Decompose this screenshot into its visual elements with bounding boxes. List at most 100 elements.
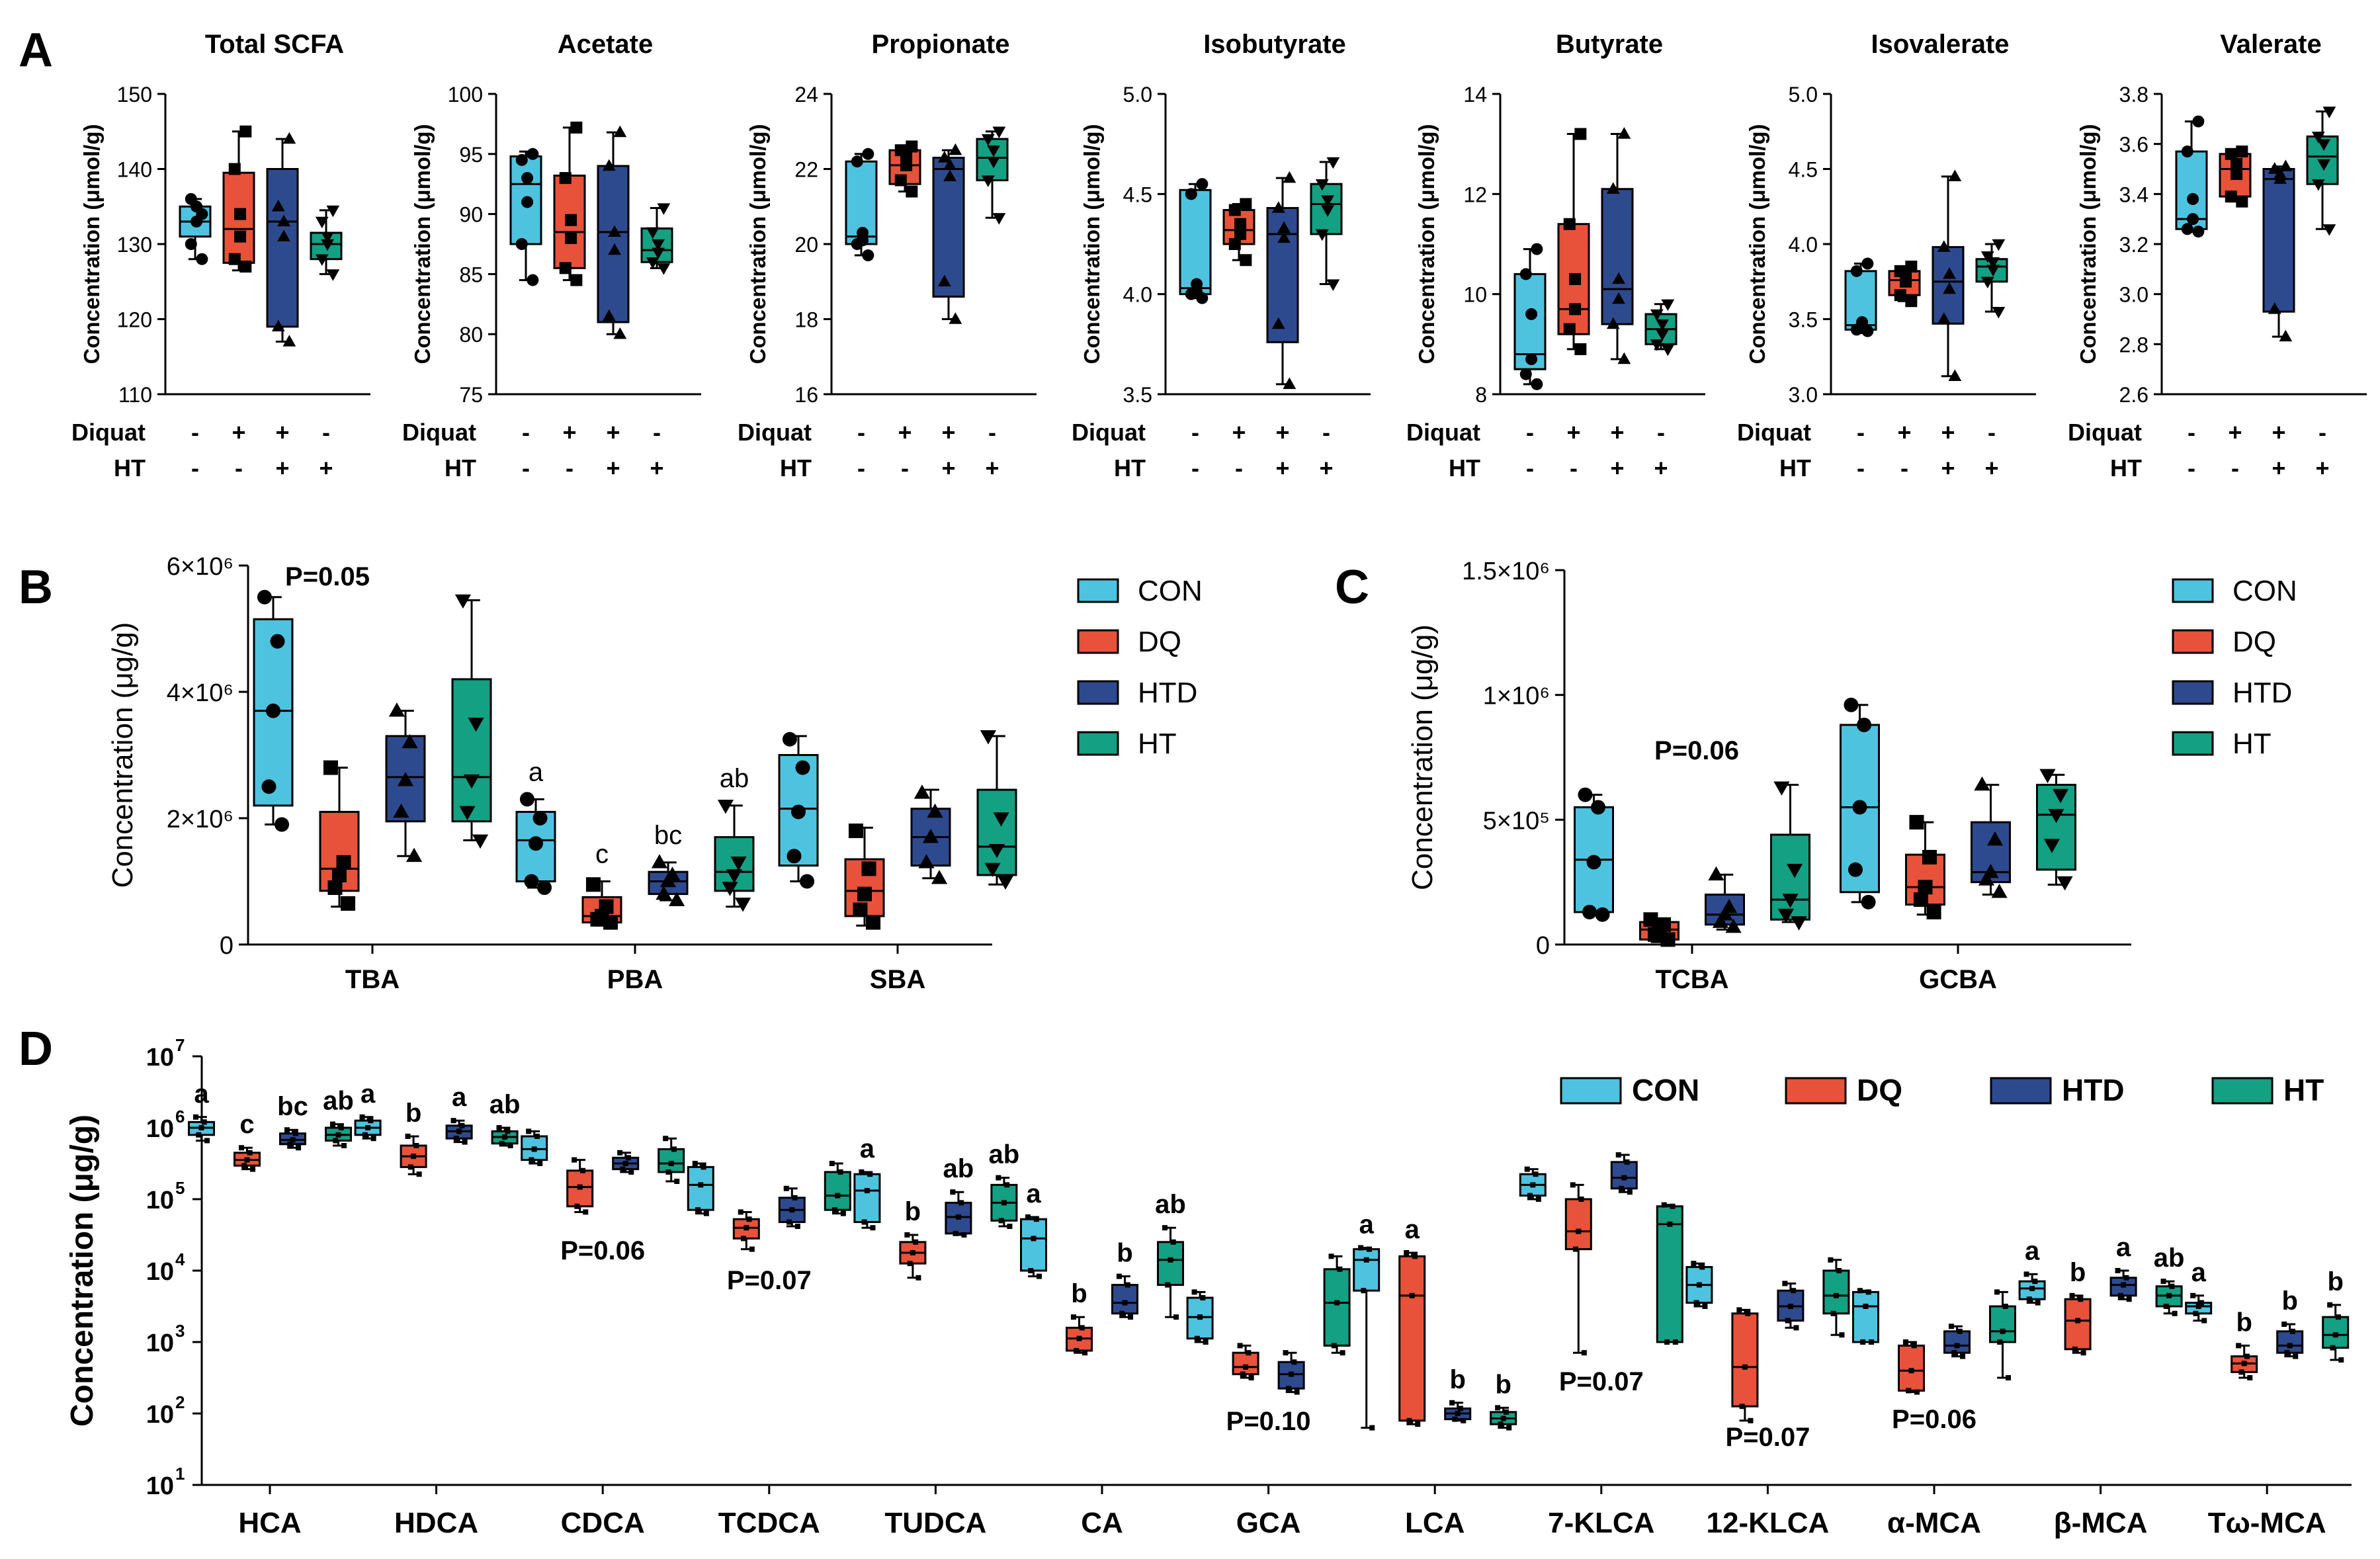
data-point: [1574, 343, 1587, 355]
data-point: [1495, 1405, 1501, 1411]
box-con: [1519, 1166, 1547, 1202]
box-htd: [2276, 1322, 2304, 1359]
data-point: [613, 125, 627, 138]
data-point: [393, 803, 409, 818]
data-point: [1196, 178, 1209, 190]
legend-swatch-con: [2172, 578, 2214, 603]
data-point: [862, 147, 874, 160]
data-point: [1986, 265, 2000, 276]
data-point: [744, 1225, 749, 1231]
legend-label-ht: HT: [2283, 1073, 2324, 1107]
y-tick-label: 10 3: [146, 1321, 185, 1357]
group-tcdca: TCDCA P=0.07: [687, 1161, 851, 1539]
data-point: [2281, 1322, 2287, 1327]
data-point: [1165, 1282, 1171, 1288]
data-point: [1531, 378, 1543, 390]
data-point: [2192, 226, 2205, 238]
data-point: [717, 800, 734, 814]
data-point: [2247, 1375, 2253, 1380]
ht-sign: +: [650, 454, 663, 482]
diquat-sign: -: [191, 419, 199, 446]
significance-letter: ab: [1155, 1190, 1186, 1219]
data-point: [1725, 918, 1742, 933]
data-point: [2026, 1296, 2032, 1302]
box-ht: [1770, 781, 1810, 931]
data-point: [537, 880, 552, 896]
data-point: [2078, 1296, 2084, 1302]
ht-sign: +: [985, 454, 999, 482]
data-point: [907, 1261, 913, 1267]
data-point: [257, 589, 272, 605]
row-label-ht: HT: [114, 454, 146, 482]
box-ht: [310, 205, 343, 281]
legend-label-htd: HTD: [2062, 1073, 2125, 1107]
data-point: [315, 254, 329, 267]
data-point: [2231, 157, 2243, 170]
data-point: [359, 1114, 365, 1120]
data-point: [370, 1136, 376, 1142]
data-point: [734, 898, 751, 912]
data-point: [988, 843, 1005, 859]
data-point: [671, 1146, 677, 1152]
diquat-sign: +: [1566, 419, 1580, 446]
data-point: [1914, 1389, 1920, 1395]
data-point: [981, 175, 995, 187]
y-tick-label: 3.4: [2119, 183, 2148, 206]
data-point: [2002, 1304, 2008, 1309]
box-dq: [888, 140, 921, 198]
data-point: [2193, 1310, 2199, 1316]
ht-sign: -: [1857, 454, 1865, 482]
ht-sign: +: [2272, 454, 2285, 482]
y-tick-base: 10: [146, 1401, 174, 1429]
data-point: [953, 1230, 958, 1236]
data-point: [1739, 1404, 1745, 1410]
y-tick-label: 95: [459, 143, 483, 167]
box-htd: [1610, 1152, 1638, 1195]
data-point: [1994, 1289, 2000, 1295]
data-point: [250, 1166, 256, 1172]
box-iqr: [824, 1171, 851, 1211]
data-point: [2052, 788, 2069, 804]
box-iqr: [1943, 1330, 1971, 1354]
data-point: [321, 239, 334, 251]
data-point: [1661, 344, 1675, 357]
data-point: [1366, 1246, 1372, 1252]
data-point: [1860, 1339, 1866, 1345]
data-point: [459, 806, 476, 821]
data-point: [1908, 1368, 1914, 1374]
x-tick-label: GCBA: [1919, 965, 1997, 994]
data-point: [1326, 157, 1340, 169]
significance-letter: b: [405, 1099, 421, 1128]
data-point: [292, 1130, 298, 1136]
significance-letter: ab: [989, 1140, 1020, 1169]
significance-letter: b: [1117, 1239, 1132, 1268]
p-value-annotation: P=0.07: [727, 1266, 812, 1295]
data-point: [1786, 864, 1803, 878]
diquat-sign: +: [1941, 419, 1955, 446]
data-point: [2166, 1292, 2172, 1298]
data-point: [519, 792, 534, 807]
data-point: [1334, 1300, 1340, 1306]
data-point: [362, 1132, 368, 1138]
data-point: [1948, 1324, 1954, 1329]
data-point: [1856, 316, 1869, 329]
box-ht: [1490, 1405, 1517, 1431]
box-dq: [1888, 261, 1921, 308]
data-point: [1240, 254, 1252, 267]
data-point: [1415, 1421, 1421, 1427]
box-iqr: [566, 1169, 594, 1208]
y-tick-label: 10 7: [146, 1035, 185, 1072]
box-ht: [1975, 239, 2008, 319]
data-point: [1612, 272, 1625, 284]
p-value-annotation: P=0.06: [1654, 736, 1739, 765]
data-point: [996, 1175, 1001, 1181]
data-point: [527, 274, 539, 286]
ht-sign: -: [191, 454, 199, 482]
data-point: [402, 734, 418, 749]
y-tick-label: 140: [117, 158, 152, 182]
diquat-sign: -: [1322, 419, 1330, 446]
ht-sign: +: [606, 454, 620, 482]
group-gca: GCA P=0.10: [1186, 1253, 1351, 1539]
diquat-sign: +: [898, 419, 912, 446]
y-tick-label: 5.0: [1789, 83, 1818, 106]
